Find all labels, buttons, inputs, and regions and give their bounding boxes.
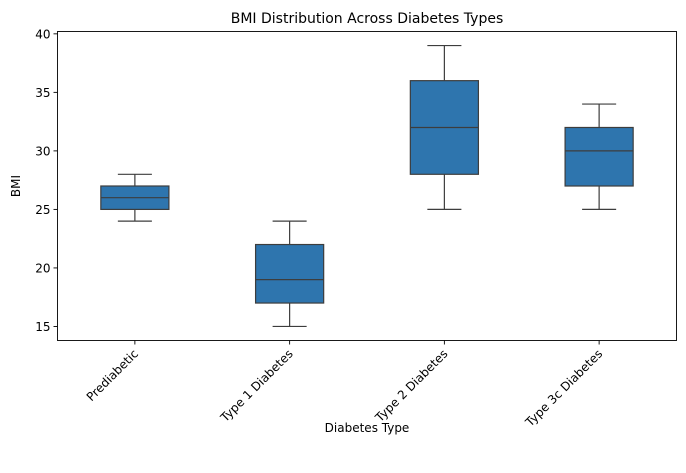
box-type-2-diabetes: [409, 44, 480, 211]
x-axis: Prediabetic Type 1 Diabetes Type 2 Diabete…: [84, 340, 605, 430]
plot-frame: [57, 31, 677, 341]
box-prediabetic: [100, 173, 170, 222]
y-tick-label: 15: [35, 320, 50, 334]
box-iqr: [254, 243, 325, 304]
y-tick-label: 25: [35, 203, 50, 217]
y-axis-label: BMI: [9, 175, 23, 197]
box-group: [100, 44, 634, 328]
x-tick-label: Type 3c Diabetes: [522, 347, 605, 430]
x-tick-label: Type 1 Diabetes: [217, 347, 296, 426]
y-tick-label: 35: [35, 86, 50, 100]
y-tick-label: 20: [35, 261, 50, 275]
box-iqr: [564, 126, 634, 187]
y-tick-label: 40: [35, 27, 50, 41]
box-type-3c-diabetes: [564, 103, 634, 211]
x-tick-label: Type 2 Diabetes: [372, 347, 451, 426]
y-axis: 15 20 25 30 35 40: [35, 27, 58, 334]
box-type-1-diabetes: [254, 220, 325, 328]
y-tick-label: 30: [35, 144, 50, 158]
chart-title: BMI Distribution Across Diabetes Types: [231, 11, 504, 27]
x-tick-label: Prediabetic: [84, 347, 141, 404]
x-axis-label: Diabetes Type: [325, 421, 410, 435]
